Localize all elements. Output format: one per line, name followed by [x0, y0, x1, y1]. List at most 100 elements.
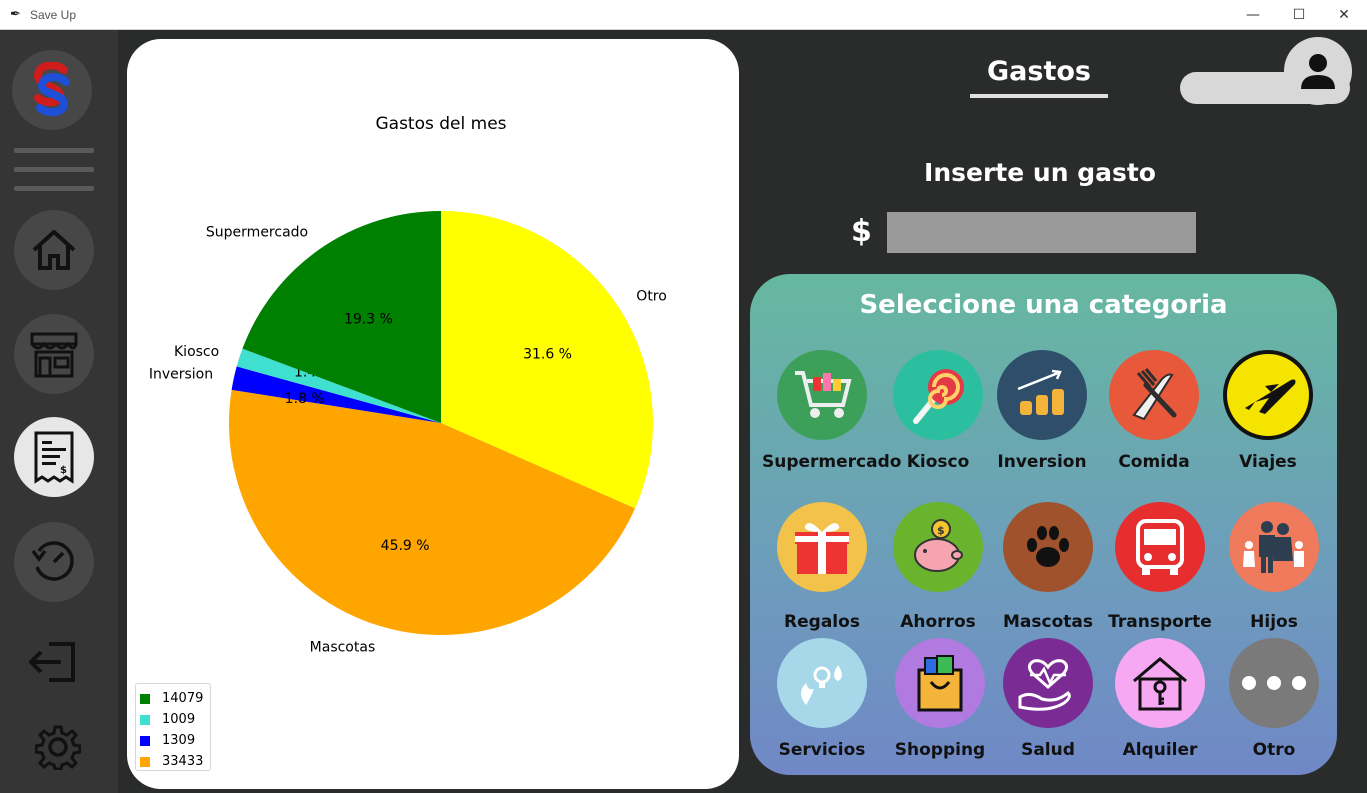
category-transporte[interactable]: Transporte — [1100, 502, 1220, 632]
store-icon[interactable] — [14, 314, 94, 394]
category-panel: Seleccione una categoria Supermercado Kio… — [750, 274, 1337, 775]
category-kiosco[interactable]: Kiosco — [878, 350, 998, 472]
category-label: Servicios — [778, 740, 866, 760]
currency-symbol: $ — [851, 214, 872, 249]
gift-icon[interactable] — [777, 502, 867, 592]
paw-icon[interactable] — [1003, 502, 1093, 592]
category-label: Mascotas — [1003, 612, 1093, 632]
pie-slice-otro — [441, 211, 653, 509]
category-label: Salud — [1021, 740, 1075, 760]
legend-entry: 33433 — [136, 751, 210, 772]
category-alquiler[interactable]: Alquiler — [1100, 638, 1220, 760]
pie-percent-label: 19.3 % — [344, 311, 393, 327]
health-icon[interactable] — [1003, 638, 1093, 728]
gear-icon[interactable] — [18, 724, 98, 770]
pie-slice-supermercado — [242, 210, 441, 423]
window-titlebar: ✒ Save Up — ☐ ✕ — [0, 0, 1367, 30]
category-regalos[interactable]: Regalos — [762, 502, 882, 632]
house-rent-icon[interactable] — [1115, 638, 1205, 728]
svg-text:$: $ — [60, 465, 67, 476]
category-label: Comida — [1118, 452, 1190, 472]
legend-label: 1309 — [162, 733, 196, 748]
pie-category-label: Kiosco — [174, 344, 219, 360]
category-salud[interactable]: Salud — [988, 638, 1108, 760]
user-avatar-icon[interactable] — [1284, 37, 1352, 105]
pie-category-label: Otro — [636, 289, 667, 305]
title-underline — [970, 94, 1108, 98]
window-title: Save Up — [30, 8, 77, 22]
shopping-cart-icon[interactable] — [777, 350, 867, 440]
legend-entry: 1309 — [136, 730, 210, 751]
category-label: Alquiler — [1122, 740, 1198, 760]
pie-chart: Gastos del mes Otro 31.6 % Mascotas 45.9 % I… — [149, 114, 667, 656]
legend-entry: 1009 — [136, 709, 210, 730]
category-label: Regalos — [784, 612, 860, 632]
legend-label: 14079 — [162, 691, 204, 706]
amount-input[interactable] — [887, 212, 1196, 253]
legend-label: 33433 — [162, 754, 204, 769]
pie-percent-label: 31.6 % — [523, 346, 572, 362]
svg-text:$: $ — [937, 524, 945, 537]
shopping-bag-icon[interactable] — [895, 638, 985, 728]
pie-category-label: Inversion — [149, 367, 213, 383]
category-inversion[interactable]: Inversion — [982, 350, 1102, 472]
category-comida[interactable]: Comida — [1094, 350, 1214, 472]
cutlery-icon[interactable] — [1109, 350, 1199, 440]
history-icon[interactable] — [14, 522, 94, 602]
category-panel-title: Seleccione una categoria — [859, 290, 1228, 320]
home-icon[interactable] — [14, 210, 94, 290]
save-up-logo-icon[interactable] — [12, 50, 92, 130]
pie-slice-mascotas — [229, 389, 636, 635]
legend-swatch — [140, 693, 150, 704]
pie-slice-kiosco — [236, 348, 441, 423]
utilities-icon[interactable] — [777, 638, 867, 728]
chart-card: Gastos del mes Otro 31.6 % Mascotas 45.9 % I… — [127, 39, 739, 789]
more-icon[interactable] — [1229, 638, 1319, 728]
category-label: Inversion — [997, 452, 1087, 472]
category-hijos[interactable]: Hijos — [1214, 502, 1334, 632]
legend-swatch — [140, 714, 150, 725]
category-ahorros[interactable]: $ Ahorros — [878, 502, 998, 632]
logout-icon[interactable] — [14, 640, 94, 684]
investment-icon[interactable] — [997, 350, 1087, 440]
hamburger-icon[interactable] — [14, 148, 94, 196]
pie-category-label: Mascotas — [310, 640, 376, 656]
category-label: Transporte — [1108, 612, 1212, 632]
category-label: Ahorros — [900, 612, 976, 632]
category-servicios[interactable]: Servicios — [762, 638, 882, 760]
category-label: Kiosco — [906, 452, 970, 472]
chart-title: Gastos del mes — [375, 114, 506, 134]
receipt-icon[interactable]: $ — [14, 417, 94, 497]
category-label: Shopping — [894, 740, 986, 760]
category-label: Supermercado — [762, 452, 902, 472]
airplane-icon[interactable] — [1223, 350, 1313, 440]
family-icon[interactable] — [1229, 502, 1319, 592]
pie-percent-label: 1.8 % — [285, 391, 325, 407]
piggy-bank-icon[interactable]: $ — [893, 502, 983, 592]
sidebar: $ — [0, 30, 118, 793]
category-otro[interactable]: Otro — [1214, 638, 1334, 760]
page-title: Gastos — [987, 56, 1091, 87]
category-shopping[interactable]: Shopping — [880, 638, 1000, 760]
chart-legend: 14079 1009 1309 33433 — [135, 683, 211, 771]
category-viajes[interactable]: Viajes — [1208, 350, 1328, 472]
close-button[interactable]: ✕ — [1338, 7, 1350, 23]
category-label: Otro — [1252, 740, 1296, 760]
minimize-button[interactable]: — — [1246, 7, 1260, 23]
insert-expense-label: Inserte un gasto — [924, 158, 1156, 187]
category-mascotas[interactable]: Mascotas — [988, 502, 1108, 632]
legend-swatch — [140, 756, 150, 767]
category-supermercado[interactable]: Supermercado — [762, 350, 902, 472]
app-window: $ Gastos del mes Otro 31.6 % Mascotas 45.9 … — [0, 30, 1367, 793]
category-label: Hijos — [1250, 612, 1298, 632]
legend-label: 1009 — [162, 712, 196, 727]
maximize-button[interactable]: ☐ — [1292, 7, 1306, 23]
legend-swatch — [140, 735, 150, 746]
pie-slice-inversion — [231, 366, 441, 423]
feather-icon: ✒ — [10, 7, 21, 22]
category-label: Viajes — [1239, 452, 1297, 472]
pie-percent-label: 45.9 % — [381, 538, 430, 554]
lollipop-icon[interactable] — [893, 350, 983, 440]
bus-icon[interactable] — [1115, 502, 1205, 592]
pie-category-label: Supermercado — [206, 224, 308, 240]
